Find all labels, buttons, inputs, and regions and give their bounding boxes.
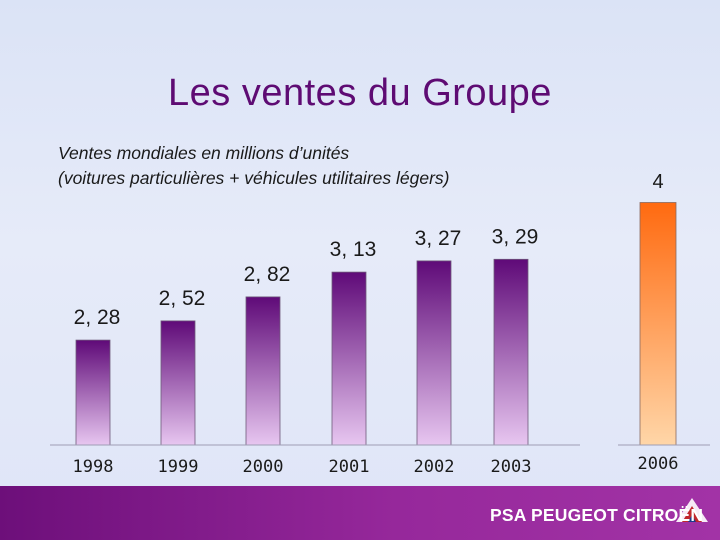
category-label-2001: 2001: [329, 457, 370, 477]
value-label-2006: 4: [652, 171, 663, 193]
slide-title: Les ventes du Groupe: [168, 72, 552, 114]
footer-band: [0, 486, 720, 540]
bar-2003: [493, 258, 529, 446]
bar-group: [75, 202, 677, 446]
label-group: 2, 28 1998 2, 52 1999 2, 82 2000 3, 13 2001 3, 2…: [73, 171, 679, 477]
footer-shade: [0, 486, 720, 540]
value-label-1999: 2, 52: [159, 287, 206, 310]
bar-2000: [245, 296, 281, 446]
chart-subtitle: Ventes mondiales en millions d’unités (v…: [58, 141, 578, 191]
category-label-1998: 1998: [73, 457, 114, 477]
psa-logo-icon: [676, 498, 708, 522]
value-label-2001: 3, 13: [330, 238, 377, 261]
category-label-2000: 2000: [243, 457, 284, 477]
value-label-2000: 2, 82: [244, 263, 291, 286]
subtitle-line-2: (voitures particulières + véhicules util…: [58, 168, 450, 188]
category-label-2002: 2002: [414, 457, 455, 477]
value-label-1998: 2, 28: [74, 306, 121, 329]
subtitle-line-1: Ventes mondiales en millions d’unités: [58, 143, 350, 163]
sales-bar-chart: 2, 28 1998 2, 52 1999 2, 82 2000 3, 13 2001 3, 2…: [50, 171, 710, 477]
value-label-2002: 3, 27: [415, 227, 462, 250]
value-label-2003: 3, 29: [492, 225, 539, 248]
category-label-1999: 1999: [158, 457, 199, 477]
bar-1998: [75, 339, 111, 446]
brand-name: PSA PEUGEOT CITROËN: [490, 505, 704, 525]
category-label-2006: 2006: [638, 454, 679, 474]
category-label-2003: 2003: [491, 457, 532, 477]
bar-2002: [416, 260, 452, 446]
bar-2001: [331, 271, 367, 446]
bar-2006: [639, 202, 677, 446]
bar-1999: [160, 320, 196, 446]
